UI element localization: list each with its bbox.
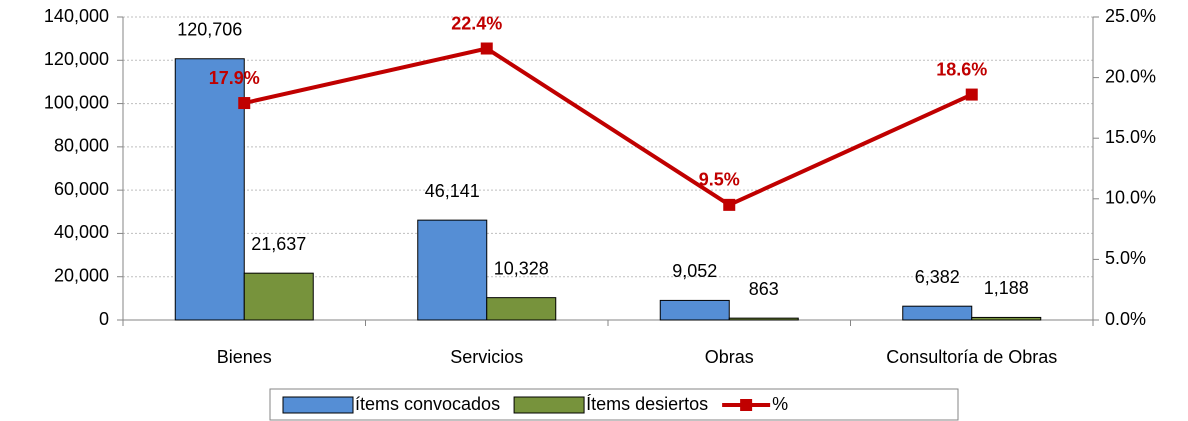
data-label: 9.5% bbox=[699, 170, 740, 190]
marker bbox=[723, 198, 736, 211]
x-tick-label: Servicios bbox=[450, 347, 523, 367]
y-tick-label: 140,000 bbox=[44, 6, 109, 26]
data-label: 1,188 bbox=[984, 278, 1029, 298]
y2-tick-label: 15.0% bbox=[1105, 127, 1156, 147]
bar bbox=[728, 317, 799, 321]
y2-tick-label: 25.0% bbox=[1105, 6, 1156, 26]
bar bbox=[486, 297, 557, 321]
y-tick-label: 120,000 bbox=[44, 49, 109, 69]
legend-swatch bbox=[513, 396, 585, 414]
data-label: 18.6% bbox=[936, 59, 987, 79]
bar bbox=[243, 272, 314, 321]
data-label: 863 bbox=[749, 279, 779, 299]
data-label: 9,052 bbox=[672, 261, 717, 281]
marker bbox=[480, 42, 493, 55]
legend-label: ítems convocados bbox=[355, 394, 500, 414]
y2-tick-label: 20.0% bbox=[1105, 66, 1156, 86]
y-tick-label: 80,000 bbox=[54, 136, 109, 156]
marker bbox=[238, 97, 251, 110]
line bbox=[243, 46, 973, 208]
data-label: 46,141 bbox=[425, 181, 480, 201]
y2-tick-label: 5.0% bbox=[1105, 248, 1146, 268]
y2-tick-label: 10.0% bbox=[1105, 188, 1156, 208]
x-tick-label: Consultoría de Obras bbox=[886, 347, 1057, 367]
marker bbox=[965, 88, 978, 101]
data-label: 22.4% bbox=[451, 13, 502, 33]
data-label: 6,382 bbox=[915, 267, 960, 287]
y-tick-label: 20,000 bbox=[54, 265, 109, 285]
y-tick-label: 100,000 bbox=[44, 92, 109, 112]
legend-label: % bbox=[772, 394, 788, 414]
bar bbox=[417, 219, 488, 321]
y2-tick-label: 0.0% bbox=[1105, 309, 1146, 329]
data-label: 120,706 bbox=[177, 20, 242, 40]
x-tick-label: Bienes bbox=[217, 347, 272, 367]
bar bbox=[174, 58, 245, 321]
legend-label: Ítems desiertos bbox=[586, 394, 708, 414]
data-label: 21,637 bbox=[251, 234, 306, 254]
y-tick-label: 60,000 bbox=[54, 179, 109, 199]
y-tick-label: 0 bbox=[99, 309, 109, 329]
legend-swatch bbox=[740, 399, 753, 411]
x-tick-label: Obras bbox=[705, 347, 754, 367]
data-label: 17.9% bbox=[209, 68, 260, 88]
legend-box bbox=[269, 388, 959, 421]
y-tick-label: 40,000 bbox=[54, 222, 109, 242]
data-label: 10,328 bbox=[494, 258, 549, 278]
bar bbox=[659, 299, 730, 321]
legend-swatch bbox=[282, 396, 354, 414]
bar bbox=[971, 316, 1042, 321]
bar bbox=[902, 305, 973, 321]
